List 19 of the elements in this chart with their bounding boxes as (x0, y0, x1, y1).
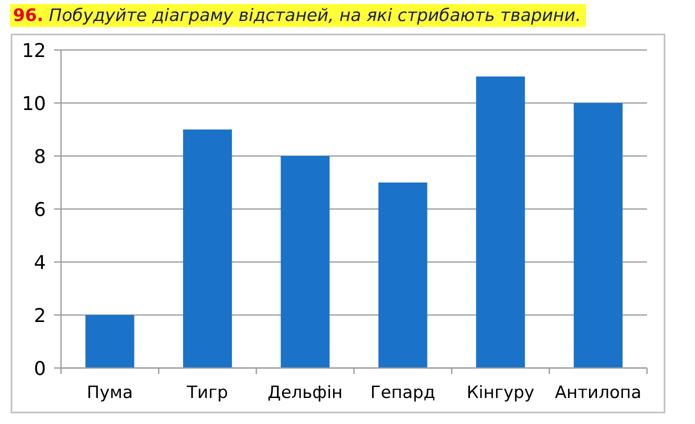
x-tick-label: Тигр (186, 383, 228, 403)
x-tick-label: Кінгуру (466, 383, 534, 403)
y-tick-label: 2 (34, 304, 46, 327)
bar (574, 103, 623, 368)
bar (476, 76, 525, 368)
bar (280, 156, 330, 368)
x-tick-label: Антилопа (554, 383, 642, 403)
y-tick-label: 10 (22, 92, 46, 115)
x-tick-label: Дельфін (268, 383, 343, 403)
x-tick-label: Гепард (370, 383, 436, 403)
bar (85, 315, 134, 368)
y-tick-label: 12 (22, 40, 46, 62)
bar (183, 130, 232, 368)
y-tick-label: 0 (34, 358, 46, 380)
y-tick-label: 6 (34, 198, 46, 221)
y-tick-label: 8 (34, 146, 46, 168)
x-tick-label: Пума (86, 383, 133, 403)
bar (378, 182, 428, 368)
y-tick-label: 4 (34, 252, 46, 274)
